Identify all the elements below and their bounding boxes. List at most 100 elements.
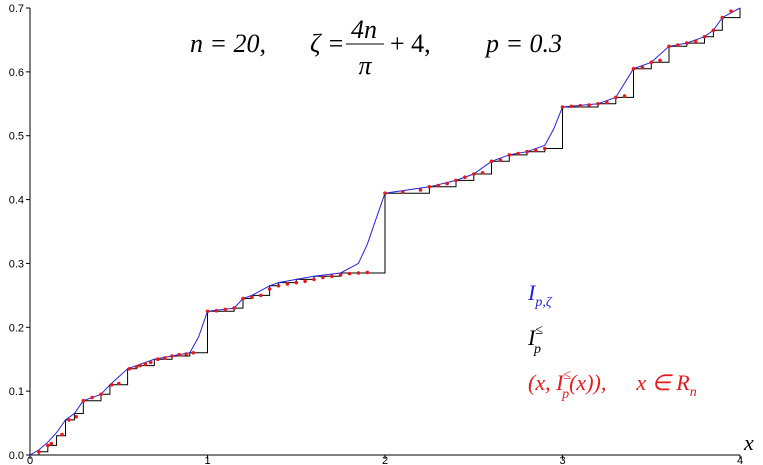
data-point — [223, 307, 228, 312]
y-tick-label: 0.1 — [9, 386, 24, 398]
data-point — [99, 392, 103, 397]
legend-points-base: (x, I — [528, 370, 565, 395]
data-point — [516, 151, 520, 156]
data-point — [294, 280, 299, 285]
data-point — [560, 105, 565, 109]
data-point — [649, 60, 654, 65]
legend-points-extra-sub: n — [690, 385, 697, 400]
data-point — [205, 309, 210, 314]
title-zeta-lhs: ζ = — [310, 29, 345, 58]
title-zeta-denominator: π — [358, 51, 372, 80]
y-tick-label: 0.7 — [9, 3, 24, 15]
x-tick-label: 2 — [382, 455, 388, 465]
x-tick-label: 4 — [737, 455, 743, 465]
data-point — [74, 414, 78, 419]
y-tick-label: 0.4 — [9, 195, 24, 207]
y-tick-label: 0.0 — [9, 450, 24, 462]
data-point — [498, 158, 503, 162]
data-point — [463, 175, 467, 179]
data-point — [214, 308, 219, 313]
data-point — [117, 381, 121, 386]
data-point — [276, 284, 281, 288]
series-smooth-line — [29, 7, 741, 456]
legend-points-sub: p — [561, 387, 569, 402]
data-point — [454, 178, 458, 183]
data-point — [480, 171, 485, 175]
data-point — [191, 351, 196, 355]
legend-points-tail: (x)), — [569, 370, 606, 395]
data-point — [605, 100, 609, 105]
data-point — [720, 15, 725, 20]
data-point — [640, 65, 645, 70]
title-p: p = 0.3 — [484, 29, 562, 58]
data-point — [37, 450, 41, 454]
plot-area — [29, 7, 741, 456]
data-point — [587, 103, 591, 107]
data-point — [321, 275, 325, 280]
data-point — [631, 66, 636, 71]
data-point — [285, 282, 290, 286]
data-point — [365, 270, 370, 275]
data-point — [729, 9, 733, 13]
data-point — [418, 188, 423, 192]
legend-smooth-sub: p,ζ — [534, 295, 553, 310]
y-tick-label: 0.2 — [9, 322, 24, 334]
data-point — [267, 287, 272, 291]
data-point — [667, 44, 671, 49]
data-point — [163, 356, 167, 360]
data-point — [569, 104, 574, 109]
data-point — [347, 271, 352, 276]
data-point — [507, 153, 512, 157]
data-point — [241, 296, 245, 301]
data-point — [489, 159, 494, 164]
data-point — [259, 293, 263, 298]
legend-smooth-base: I — [527, 280, 537, 305]
data-point — [693, 39, 698, 43]
x-tick-label: 3 — [559, 455, 565, 465]
x-tick-label: 0 — [27, 455, 33, 465]
data-point — [303, 279, 307, 284]
data-point — [232, 306, 236, 310]
legend: Ip,ζ I≤ p (x, I≤ p(x)), x ∈ Rn — [527, 280, 697, 402]
data-point — [427, 185, 432, 189]
data-point — [312, 277, 316, 282]
legend-points-sup: ≤ — [563, 368, 571, 383]
data-point — [543, 146, 547, 151]
x-tick-label: 1 — [204, 455, 210, 465]
data-point — [383, 191, 387, 195]
data-point — [445, 181, 449, 186]
data-point — [49, 441, 54, 446]
x-axis-label: x — [743, 430, 754, 455]
data-point — [614, 95, 618, 100]
x-ticks: 0 1 2 3 4 — [27, 455, 743, 465]
data-point — [525, 149, 529, 154]
legend-points-extra: x ∈ R — [635, 370, 690, 395]
y-tick-label: 0.6 — [9, 67, 24, 79]
data-point — [148, 360, 153, 365]
data-point — [622, 94, 627, 98]
data-point — [127, 367, 132, 371]
data-point — [356, 271, 361, 275]
legend-entry-step: I≤ p — [527, 323, 543, 357]
legend-step-sub: p — [533, 342, 541, 357]
data-point — [676, 43, 680, 47]
data-point — [578, 103, 583, 108]
data-point — [436, 183, 441, 188]
data-point — [46, 443, 50, 448]
title-zeta-rest: + 4, — [390, 29, 431, 58]
data-point — [338, 273, 343, 277]
data-point — [67, 418, 71, 422]
data-point — [711, 28, 716, 33]
data-point — [401, 190, 405, 194]
data-point — [702, 34, 707, 39]
y-tick-label: 0.5 — [9, 131, 24, 143]
data-point — [170, 354, 174, 358]
title-zeta-numerator: 4n — [351, 15, 377, 44]
data-point — [138, 363, 142, 368]
data-point — [184, 352, 188, 356]
data-point — [90, 395, 94, 400]
data-point — [472, 172, 476, 176]
chart-title: n = 20, ζ = 4n π + 4, p = 0.3 — [190, 15, 562, 80]
data-point — [109, 383, 114, 387]
